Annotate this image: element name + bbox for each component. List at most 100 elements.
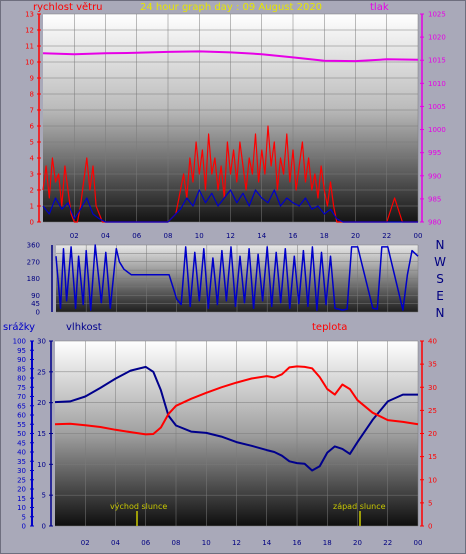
- wind-tick-label: 11: [25, 43, 34, 51]
- humtemp-x-tick-label: 12: [232, 539, 241, 547]
- humtemp-x-tick-label: 14: [262, 539, 271, 547]
- rain-tick-label: 30: [17, 467, 26, 475]
- series-pressure-line: [42, 50, 419, 63]
- wind-x-tick-label: 22: [382, 232, 391, 240]
- temperature-tick-label: 20: [428, 430, 437, 438]
- rain-tick-label: 20: [17, 486, 26, 494]
- rain-tick-label: 65: [17, 402, 26, 410]
- rain-tick-label: 70: [17, 393, 26, 401]
- wind-tick-label: 4: [30, 155, 35, 163]
- rain-tick-label: 85: [17, 365, 26, 373]
- pressure-tick-label: 980: [428, 219, 441, 227]
- rain-tick-label: 45: [17, 439, 26, 447]
- compass-n-top: N: [436, 238, 445, 252]
- pressure-tick-label: 1000: [428, 126, 446, 134]
- series-wind-line: [42, 125, 418, 223]
- rain-tick-label: 55: [17, 421, 26, 429]
- wind-tick-label: 5: [30, 139, 34, 147]
- rain-tick-label: 50: [17, 430, 26, 438]
- rain-tick-label: 100: [13, 338, 26, 346]
- temperature-tick-label: 0: [428, 523, 432, 531]
- series-humidity-line: [54, 365, 418, 472]
- humtemp-x-tick-label: 16: [293, 539, 302, 547]
- pressure-label: tlak: [370, 2, 389, 13]
- humidity-tick-label: 25: [37, 368, 46, 376]
- wind-tick-label: 2: [30, 187, 34, 195]
- temperature-label: teplota: [312, 322, 347, 333]
- humidity-tick-label: 20: [37, 399, 46, 407]
- humtemp-x-tick-label: 18: [323, 539, 332, 547]
- pressure-tick-label: 1015: [428, 57, 446, 65]
- humtemp-x-tick-label: 20: [353, 539, 362, 547]
- pressure-tick-label: 1020: [428, 34, 446, 42]
- temperature-tick-label: 10: [428, 476, 437, 484]
- humtemp-x-tick-label: 00: [414, 539, 423, 547]
- axes-layer: 0123456789101112139809859909951000100510…: [13, 11, 446, 548]
- rain-label: srážky: [3, 321, 35, 333]
- pressure-tick-label: 1010: [428, 80, 446, 88]
- wind-tick-label: 9: [30, 75, 34, 83]
- humtemp-x-tick-label: 04: [111, 539, 120, 547]
- wind-x-tick-label: 02: [70, 232, 79, 240]
- series-direction-line: [55, 244, 419, 311]
- compass-n-bottom: N: [436, 306, 445, 320]
- rain-tick-label: 95: [17, 347, 26, 355]
- wind-x-tick-label: 06: [132, 232, 141, 240]
- temperature-tick-label: 25: [428, 407, 437, 415]
- rain-tick-label: 75: [17, 384, 26, 392]
- direction-tick-label: 90: [31, 292, 40, 300]
- wind-x-tick-label: 18: [320, 232, 329, 240]
- wind-tick-label: 10: [25, 59, 34, 67]
- sunrise-label: východ slunce: [110, 502, 167, 511]
- pressure-tick-label: 1025: [428, 11, 446, 19]
- humidity-tick-label: 0: [42, 523, 46, 531]
- wind-x-tick-label: 16: [289, 232, 298, 240]
- wind-x-tick-label: 14: [257, 232, 266, 240]
- rain-tick-label: 40: [17, 449, 26, 457]
- wind-tick-label: 8: [30, 91, 34, 99]
- pressure-tick-label: 990: [428, 172, 441, 180]
- compass-e: E: [436, 289, 444, 303]
- wind-x-tick-label: 00: [414, 232, 423, 240]
- wind-tick-label: 13: [25, 11, 34, 19]
- rain-tick-label: 80: [17, 375, 26, 383]
- wind-x-tick-label: 12: [226, 232, 235, 240]
- rain-tick-label: 35: [17, 458, 26, 466]
- compass-w: W: [434, 255, 446, 269]
- rain-tick-label: 60: [17, 412, 26, 420]
- wind-tick-label: 1: [30, 203, 34, 211]
- pressure-tick-label: 1005: [428, 103, 446, 111]
- pressure-tick-label: 985: [428, 195, 441, 203]
- direction-tick-label: 180: [27, 275, 40, 283]
- temperature-tick-label: 15: [428, 453, 437, 461]
- series-layer: [42, 50, 419, 472]
- humtemp-x-tick-label: 06: [141, 539, 150, 547]
- direction-tick-label: 45: [31, 300, 40, 308]
- direction-tick-label: 270: [27, 258, 40, 266]
- wind-x-tick-label: 20: [351, 232, 360, 240]
- temperature-tick-label: 35: [428, 361, 437, 369]
- wind-speed-label: rychlost větru: [33, 1, 103, 13]
- temperature-tick-label: 30: [428, 384, 437, 392]
- humidity-tick-label: 5: [42, 492, 46, 500]
- humidity-label: vlhkost: [66, 322, 102, 333]
- wind-tick-label: 6: [30, 123, 35, 131]
- humtemp-x-tick-label: 02: [81, 539, 90, 547]
- compass-s: S: [436, 272, 444, 286]
- wind-tick-label: 12: [25, 27, 34, 35]
- humtemp-x-tick-label: 08: [172, 539, 181, 547]
- humidity-tick-label: 10: [37, 461, 46, 469]
- rain-tick-label: 0: [22, 523, 26, 531]
- wind-tick-label: 0: [30, 219, 34, 227]
- series-gust-line: [42, 189, 418, 223]
- rain-tick-label: 5: [22, 513, 26, 521]
- wind-x-tick-label: 04: [101, 232, 110, 240]
- chart-title: 24 hour graph day : 09 August 2020: [140, 2, 322, 13]
- wind-tick-label: 7: [30, 107, 34, 115]
- wind-tick-label: 3: [30, 171, 34, 179]
- rain-tick-label: 10: [17, 504, 26, 512]
- wind-x-tick-label: 10: [195, 232, 204, 240]
- humtemp-x-tick-label: 10: [202, 539, 211, 547]
- series-temperature-line: [54, 365, 419, 436]
